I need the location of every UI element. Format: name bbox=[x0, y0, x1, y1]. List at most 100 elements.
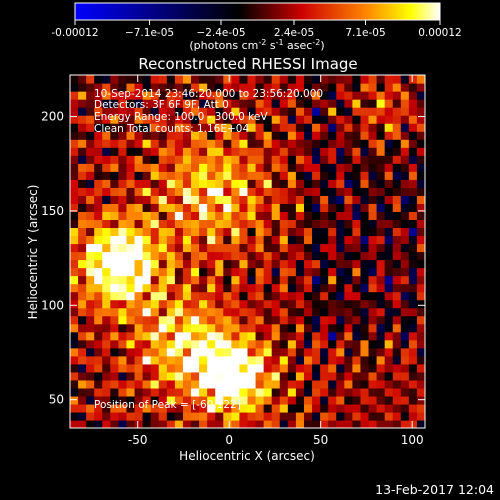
heatmap-cell bbox=[328, 115, 337, 124]
heatmap-cell bbox=[118, 163, 128, 172]
heatmap-cell bbox=[392, 403, 402, 413]
heatmap-cell bbox=[344, 115, 353, 124]
heatmap-cell bbox=[392, 419, 402, 428]
heatmap-cell bbox=[271, 411, 281, 421]
heatmap-cell bbox=[303, 363, 313, 373]
heatmap-cell bbox=[255, 355, 265, 365]
heatmap-cell bbox=[231, 331, 241, 341]
heatmap-cell bbox=[182, 387, 192, 397]
heatmap-cell bbox=[239, 187, 249, 196]
heatmap-cell bbox=[239, 259, 249, 269]
heatmap-cell bbox=[352, 283, 362, 293]
heatmap-cell bbox=[158, 139, 168, 148]
heatmap-cell bbox=[215, 379, 224, 389]
heatmap-cell bbox=[384, 347, 394, 357]
heatmap-cell bbox=[384, 123, 394, 132]
heatmap-cell bbox=[166, 211, 176, 221]
heatmap-cell bbox=[328, 139, 337, 148]
heatmap-cell bbox=[166, 251, 176, 261]
heatmap-cell bbox=[344, 203, 353, 212]
heatmap-cell bbox=[392, 75, 402, 84]
heatmap-cell bbox=[215, 227, 224, 237]
heatmap-cell bbox=[174, 371, 184, 381]
heatmap-cell bbox=[352, 203, 362, 212]
heatmap-cell bbox=[142, 387, 152, 397]
heatmap-cell bbox=[368, 315, 378, 325]
heatmap-cell bbox=[384, 363, 394, 373]
heatmap-cell bbox=[126, 131, 136, 140]
y-tick-label: 200 bbox=[41, 110, 64, 124]
heatmap-cell bbox=[207, 307, 216, 317]
colorbar-tick-label: 2.4e-05 bbox=[274, 27, 314, 39]
heatmap-cell bbox=[142, 283, 152, 293]
heatmap-cell bbox=[199, 419, 208, 428]
heatmap-cell bbox=[182, 115, 192, 124]
heatmap-cell bbox=[255, 243, 265, 253]
heatmap-cell bbox=[279, 139, 289, 148]
heatmap-cell bbox=[134, 179, 144, 188]
heatmap-cell bbox=[287, 115, 297, 124]
heatmap-cell bbox=[336, 243, 345, 253]
heatmap-cell bbox=[110, 115, 120, 124]
heatmap-cell bbox=[102, 107, 111, 116]
heatmap-cell bbox=[70, 91, 79, 100]
heatmap-cell bbox=[102, 331, 111, 341]
heatmap-cell bbox=[70, 187, 79, 196]
heatmap-cell bbox=[287, 227, 297, 237]
heatmap-cell bbox=[344, 219, 353, 229]
heatmap-cell bbox=[295, 259, 305, 269]
heatmap-cell bbox=[400, 75, 410, 84]
heatmap-cell bbox=[263, 379, 273, 389]
heatmap-cell bbox=[279, 315, 289, 325]
heatmap-cell bbox=[118, 187, 128, 196]
heatmap-cell bbox=[408, 259, 418, 269]
heatmap-cell bbox=[328, 91, 337, 100]
heatmap-cell bbox=[199, 187, 208, 196]
heatmap-cell bbox=[247, 259, 257, 269]
heatmap-cell bbox=[279, 235, 289, 245]
heatmap-cell bbox=[126, 395, 136, 405]
heatmap-cell bbox=[408, 203, 418, 212]
heatmap-cell bbox=[110, 211, 120, 221]
heatmap-cell bbox=[295, 179, 305, 188]
heatmap-cell bbox=[416, 203, 425, 212]
heatmap-cell bbox=[416, 243, 425, 253]
heatmap-cell bbox=[263, 307, 273, 317]
heatmap-cell bbox=[303, 91, 313, 100]
heatmap-cell bbox=[142, 307, 152, 317]
heatmap-cell bbox=[118, 275, 128, 285]
heatmap-cell bbox=[312, 179, 321, 188]
heatmap-cell bbox=[215, 283, 224, 293]
heatmap-cell bbox=[102, 411, 111, 421]
heatmap-cell bbox=[207, 387, 216, 397]
heatmap-cell bbox=[392, 243, 402, 253]
heatmap-cell bbox=[320, 227, 329, 237]
heatmap-cell bbox=[174, 355, 184, 365]
heatmap-cell bbox=[126, 251, 136, 261]
heatmap-cell bbox=[78, 195, 87, 204]
heatmap-cell bbox=[223, 267, 232, 277]
heatmap-cell bbox=[78, 227, 87, 237]
heatmap-cell bbox=[400, 403, 410, 413]
heatmap-cell bbox=[255, 171, 265, 180]
heatmap-cell bbox=[408, 283, 418, 293]
heatmap-cell bbox=[231, 283, 241, 293]
heatmap-cell bbox=[287, 259, 297, 269]
heatmap-cell bbox=[416, 155, 425, 164]
colorbar-tick-label: −7.1e-05 bbox=[125, 27, 174, 39]
heatmap-cell bbox=[231, 123, 241, 132]
heatmap-cell bbox=[336, 75, 345, 84]
heatmap-cell bbox=[400, 115, 410, 124]
heatmap-cell bbox=[239, 411, 249, 421]
heatmap-cell bbox=[279, 403, 289, 413]
heatmap-cell bbox=[344, 91, 353, 100]
heatmap-cell bbox=[231, 187, 241, 196]
heatmap-cell bbox=[352, 395, 362, 405]
heatmap-cell bbox=[416, 363, 425, 373]
heatmap-cell bbox=[295, 371, 305, 381]
heatmap-cell bbox=[239, 307, 249, 317]
heatmap-cell bbox=[199, 163, 208, 172]
heatmap-cell bbox=[174, 419, 184, 428]
heatmap-cell bbox=[336, 131, 345, 140]
heatmap-cell bbox=[287, 331, 297, 341]
